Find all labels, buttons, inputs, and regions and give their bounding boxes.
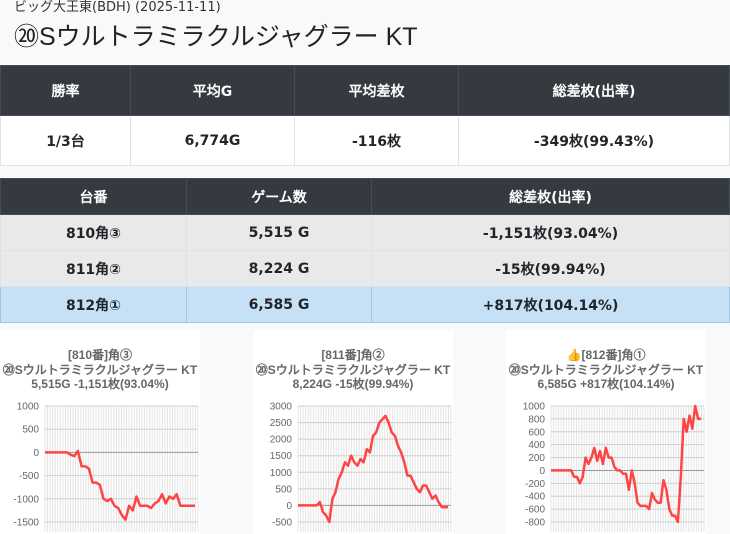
chart-title-line: 5,515G -1,151枚(93.04%) xyxy=(31,377,169,391)
chart-svg: 1000 800 600 400 2000 -200 -400 -600 -800 xyxy=(523,401,705,532)
chart-title: 👍[812番]角① ⑳Sウルトラミラクルジャグラー KT 6,585G +817… xyxy=(506,330,706,392)
y-tick-label: 0 xyxy=(286,500,292,511)
y-tick-label: 1000 xyxy=(523,401,546,412)
chart-title: [810番]角③ ⑳Sウルトラミラクルジャグラー KT 5,515G -1,15… xyxy=(0,330,200,392)
chart-title-line: 6,585G +817枚(104.14%) xyxy=(537,377,675,391)
y-tick-label: 500 xyxy=(22,424,39,435)
y-tick-label: -400 xyxy=(525,491,545,502)
chart-title-line: [810番]角③ xyxy=(67,348,132,362)
chart-svg: 3000 2500 2000 1500 1000 500 0 -500 xyxy=(270,401,452,532)
win-rate: 1/3台 xyxy=(0,115,131,166)
y-tick-label: 2500 xyxy=(270,418,293,429)
chart-title: [811番]角② ⑳Sウルトラミラクルジャグラー KT 8,224G -15枚(… xyxy=(253,330,453,392)
y-tick-label: -1500 xyxy=(13,517,39,528)
chart-svg: 1000 500 0 -500 -1000 -1500 xyxy=(13,401,199,532)
chart-title-line: ⑳Sウルトラミラクルジャグラー KT xyxy=(255,362,451,377)
y-tick-label: 1000 xyxy=(17,401,40,412)
y-tick-label: 200 xyxy=(528,453,545,464)
diff: -15枚(99.94%) xyxy=(371,250,730,287)
col-avg-diff: 平均差枚 xyxy=(294,65,459,116)
chart-title-line: 👍[812番]角① xyxy=(566,348,646,362)
total-diff: -349枚(99.43%) xyxy=(458,115,730,166)
y-tick-label: -1000 xyxy=(13,494,39,505)
chart-title-line: ⑳Sウルトラミラクルジャグラー KT xyxy=(508,362,704,377)
col-total-diff: 総差枚(出率) xyxy=(458,65,730,116)
y-tick-label: -500 xyxy=(19,471,39,482)
y-tick-label: -600 xyxy=(525,504,545,515)
y-tick-label: 600 xyxy=(528,427,545,438)
series-line xyxy=(551,404,701,523)
y-tick-label: 0 xyxy=(539,465,545,476)
y-tick-label: -500 xyxy=(272,517,292,528)
avg-games: 6,774G xyxy=(130,115,295,166)
y-tick-label: 0 xyxy=(33,447,39,458)
machine-no: 811角② xyxy=(0,250,187,287)
diff: -1,151枚(93.04%) xyxy=(371,214,730,251)
chart-card-811: [811番]角② ⑳Sウルトラミラクルジャグラー KT 8,224G -15枚(… xyxy=(253,330,453,534)
series-line xyxy=(298,414,448,523)
games: 8,224 G xyxy=(186,250,372,287)
series-line xyxy=(45,449,195,521)
y-tick-label: -200 xyxy=(525,478,545,489)
chart-card-810: [810番]角③ ⑳Sウルトラミラクルジャグラー KT 5,515G -1,15… xyxy=(0,330,200,534)
page-title: ⑳Sウルトラミラクルジャグラー KT xyxy=(14,23,418,51)
chart-card-812: 👍[812番]角① ⑳Sウルトラミラクルジャグラー KT 6,585G +817… xyxy=(506,330,706,534)
machine-no: 812角① xyxy=(0,286,187,323)
y-tick-label: 3000 xyxy=(270,401,293,412)
games: 6,585 G xyxy=(186,286,372,323)
y-tick-label: 400 xyxy=(528,440,545,451)
hall-and-date: ビッグ大王東(BDH) (2025-11-11) xyxy=(14,0,221,15)
col-games: ゲーム数 xyxy=(186,178,372,215)
y-tick-label: -800 xyxy=(525,517,545,528)
col-diff: 総差枚(出率) xyxy=(371,178,730,215)
y-tick-label: 1500 xyxy=(270,451,293,462)
col-machine-no: 台番 xyxy=(0,178,187,215)
table-row[interactable]: 810角③ 5,515 G -1,151枚(93.04%) xyxy=(0,214,730,251)
col-win-rate: 勝率 xyxy=(0,65,131,116)
table-row[interactable]: 811角② 8,224 G -15枚(99.94%) xyxy=(0,250,730,287)
machine-no: 810角③ xyxy=(0,214,187,251)
y-tick-label: 1000 xyxy=(270,467,293,478)
chart-title-line: [811番]角② xyxy=(321,348,385,362)
y-tick-label: 500 xyxy=(275,484,292,495)
y-tick-label: 2000 xyxy=(270,434,293,445)
games: 5,515 G xyxy=(186,214,372,251)
y-tick-label: 800 xyxy=(528,414,545,425)
table-row-highlighted[interactable]: 812角① 6,585 G +817枚(104.14%) xyxy=(0,286,730,323)
machines-table: 台番 ゲーム数 総差枚(出率) 810角③ 5,515 G -1,151枚(93… xyxy=(0,178,730,323)
diff: +817枚(104.14%) xyxy=(371,286,730,323)
chart-title-line: 8,224G -15枚(99.94%) xyxy=(292,377,414,391)
summary-table: 勝率 平均G 平均差枚 総差枚(出率) 1/3台 6,774G -116枚 -3… xyxy=(0,65,730,166)
col-avg-games: 平均G xyxy=(130,65,295,116)
chart-title-line: ⑳Sウルトラミラクルジャグラー KT xyxy=(2,362,198,377)
avg-diff: -116枚 xyxy=(294,115,459,166)
